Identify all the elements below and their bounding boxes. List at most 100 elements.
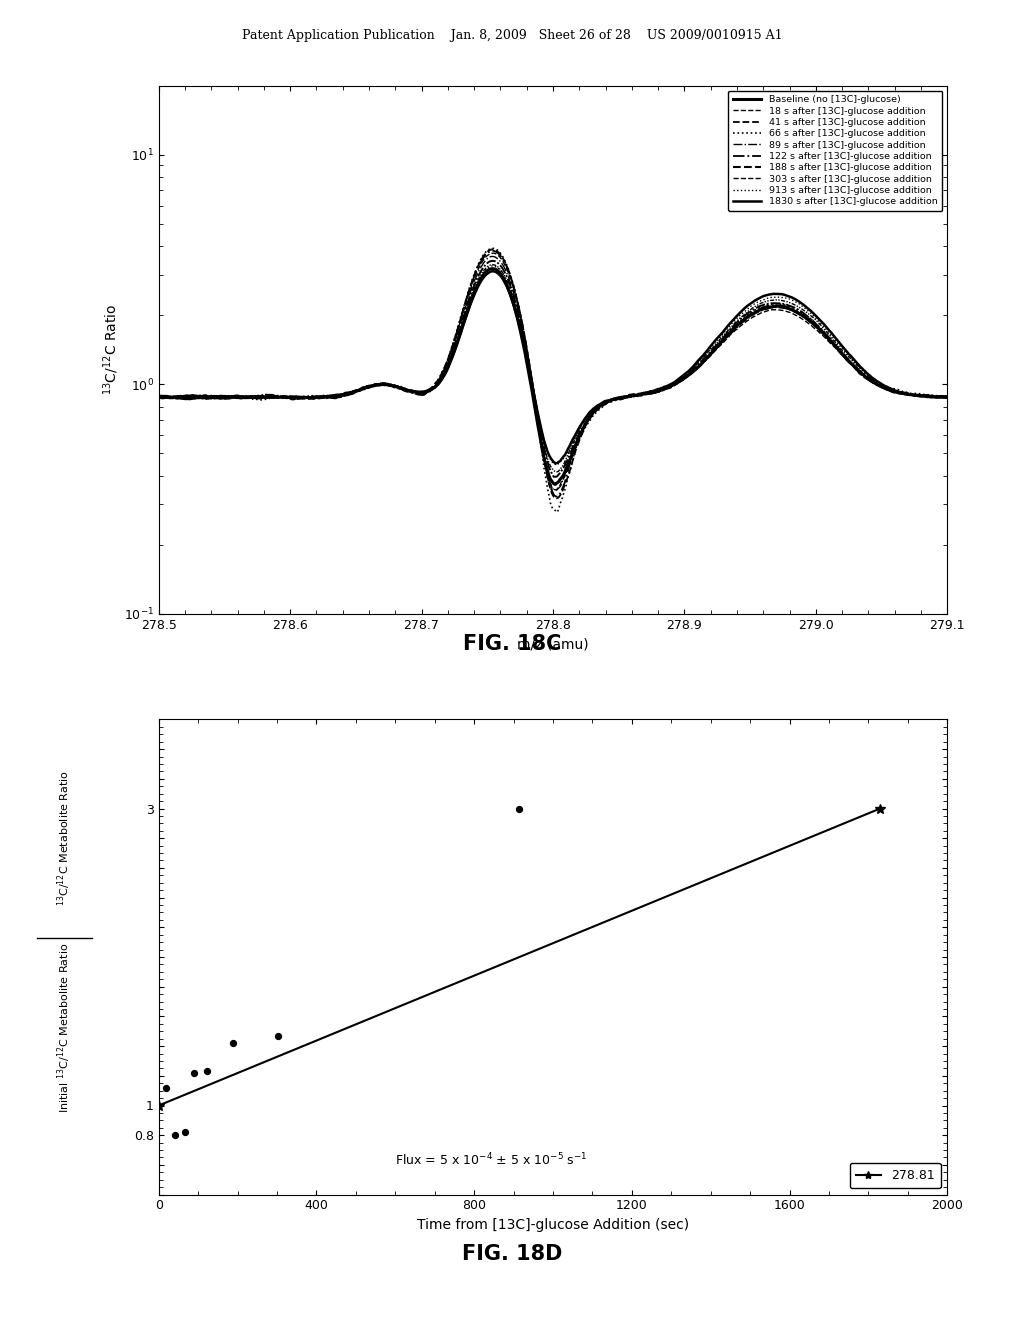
Line: 1830 s after [13C]-glucose addition: 1830 s after [13C]-glucose addition: [159, 272, 947, 463]
122 s after [13C]-glucose addition: [551, 488, 563, 504]
41 s after [13C]-glucose addition: [802, 312, 814, 327]
188 s after [13C]-glucose addition: [486, 253, 499, 269]
Point: [185, 1063, 202, 1084]
X-axis label: Time from [13C]-glucose Addition (sec): Time from [13C]-glucose Addition (sec): [417, 1218, 689, 1232]
Baseline (no [13C]-glucose): [802, 312, 814, 327]
Line: 188 s after [13C]-glucose addition: 188 s after [13C]-glucose addition: [159, 261, 947, 477]
1830 s after [13C]-glucose addition: [534, 413, 546, 429]
Line: 913 s after [13C]-glucose addition: 913 s after [13C]-glucose addition: [159, 265, 947, 465]
66 s after [13C]-glucose addition: [551, 504, 563, 520]
41 s after [13C]-glucose addition: [625, 387, 637, 403]
1830 s after [13C]-glucose addition: [486, 264, 499, 280]
303 s after [13C]-glucose addition: [551, 463, 563, 479]
913 s after [13C]-glucose addition: [534, 413, 546, 429]
188 s after [13C]-glucose addition: [941, 389, 953, 405]
188 s after [13C]-glucose addition: [528, 389, 541, 405]
18 s after [13C]-glucose addition: [625, 387, 637, 403]
1830 s after [13C]-glucose addition: [153, 389, 165, 405]
Legend: 278.81: 278.81: [850, 1163, 941, 1188]
Text: FIG. 18D: FIG. 18D: [462, 1243, 562, 1265]
913 s after [13C]-glucose addition: [926, 388, 938, 404]
Text: Initial $^{13}$C/$^{12}$C Metabolite Ratio: Initial $^{13}$C/$^{12}$C Metabolite Rat…: [55, 942, 73, 1114]
303 s after [13C]-glucose addition: [926, 389, 938, 405]
18 s after [13C]-glucose addition: [926, 389, 938, 405]
66 s after [13C]-glucose addition: [528, 393, 541, 409]
Text: Patent Application Publication    Jan. 8, 2009   Sheet 26 of 28    US 2009/00109: Patent Application Publication Jan. 8, 2…: [242, 29, 782, 42]
89 s after [13C]-glucose addition: [625, 387, 637, 403]
18 s after [13C]-glucose addition: [583, 412, 595, 428]
Baseline (no [13C]-glucose): [625, 388, 637, 404]
Line: 18 s after [13C]-glucose addition: 18 s after [13C]-glucose addition: [159, 253, 947, 490]
1830 s after [13C]-glucose addition: [926, 389, 938, 405]
66 s after [13C]-glucose addition: [625, 389, 637, 405]
Point: [270, 1026, 287, 1047]
Baseline (no [13C]-glucose): [528, 399, 541, 414]
Point: [158, 1077, 174, 1098]
Point: [199, 1061, 215, 1082]
18 s after [13C]-glucose addition: [153, 389, 165, 405]
122 s after [13C]-glucose addition: [528, 389, 541, 405]
18 s after [13C]-glucose addition: [941, 389, 953, 405]
188 s after [13C]-glucose addition: [625, 389, 637, 405]
Baseline (no [13C]-glucose): [583, 411, 595, 426]
122 s after [13C]-glucose addition: [486, 243, 499, 259]
Text: FIG. 18C: FIG. 18C: [463, 634, 561, 655]
1830 s after [13C]-glucose addition: [802, 301, 814, 317]
41 s after [13C]-glucose addition: [153, 389, 165, 405]
913 s after [13C]-glucose addition: [551, 457, 563, 473]
89 s after [13C]-glucose addition: [153, 389, 165, 405]
303 s after [13C]-glucose addition: [153, 389, 165, 405]
122 s after [13C]-glucose addition: [625, 389, 637, 405]
Y-axis label: $^{13}$C/$^{12}$C Ratio: $^{13}$C/$^{12}$C Ratio: [101, 304, 121, 396]
1830 s after [13C]-glucose addition: [941, 389, 953, 405]
Line: 303 s after [13C]-glucose addition: 303 s after [13C]-glucose addition: [159, 264, 947, 471]
188 s after [13C]-glucose addition: [153, 389, 165, 405]
913 s after [13C]-glucose addition: [802, 304, 814, 319]
Line: 89 s after [13C]-glucose addition: 89 s after [13C]-glucose addition: [159, 256, 947, 490]
66 s after [13C]-glucose addition: [583, 414, 595, 430]
66 s after [13C]-glucose addition: [534, 428, 546, 444]
41 s after [13C]-glucose addition: [528, 391, 541, 407]
122 s after [13C]-glucose addition: [802, 310, 814, 326]
89 s after [13C]-glucose addition: [941, 389, 953, 405]
303 s after [13C]-glucose addition: [941, 389, 953, 405]
Line: 122 s after [13C]-glucose addition: 122 s after [13C]-glucose addition: [159, 251, 947, 496]
Point: [167, 1125, 183, 1146]
913 s after [13C]-glucose addition: [153, 389, 165, 405]
41 s after [13C]-glucose addition: [486, 242, 499, 257]
188 s after [13C]-glucose addition: [802, 309, 814, 325]
Text: Flux = 5 x 10$^{-4}$ $\pm$ 5 x 10$^{-5}$ s$^{-1}$: Flux = 5 x 10$^{-4}$ $\pm$ 5 x 10$^{-5}$…: [395, 1151, 588, 1168]
89 s after [13C]-glucose addition: [486, 248, 499, 264]
122 s after [13C]-glucose addition: [941, 391, 953, 407]
1830 s after [13C]-glucose addition: [528, 391, 541, 407]
1830 s after [13C]-glucose addition: [625, 388, 637, 404]
1830 s after [13C]-glucose addition: [549, 455, 561, 471]
66 s after [13C]-glucose addition: [941, 389, 953, 405]
Point: [176, 1122, 193, 1143]
188 s after [13C]-glucose addition: [549, 469, 561, 484]
66 s after [13C]-glucose addition: [486, 240, 499, 256]
18 s after [13C]-glucose addition: [534, 422, 546, 438]
Baseline (no [13C]-glucose): [926, 389, 938, 405]
303 s after [13C]-glucose addition: [625, 389, 637, 405]
1830 s after [13C]-glucose addition: [583, 405, 595, 421]
913 s after [13C]-glucose addition: [941, 389, 953, 405]
188 s after [13C]-glucose addition: [534, 416, 546, 432]
913 s after [13C]-glucose addition: [625, 388, 637, 404]
89 s after [13C]-glucose addition: [802, 313, 814, 329]
122 s after [13C]-glucose addition: [534, 421, 546, 437]
89 s after [13C]-glucose addition: [534, 424, 546, 440]
Baseline (no [13C]-glucose): [549, 477, 561, 492]
41 s after [13C]-glucose addition: [534, 424, 546, 440]
X-axis label: m/z (amu): m/z (amu): [517, 638, 589, 651]
122 s after [13C]-glucose addition: [153, 389, 165, 405]
41 s after [13C]-glucose addition: [926, 389, 938, 405]
89 s after [13C]-glucose addition: [549, 482, 561, 498]
188 s after [13C]-glucose addition: [926, 388, 938, 404]
41 s after [13C]-glucose addition: [551, 491, 563, 507]
122 s after [13C]-glucose addition: [926, 388, 938, 404]
Line: Baseline (no [13C]-glucose): Baseline (no [13C]-glucose): [159, 269, 947, 484]
18 s after [13C]-glucose addition: [802, 315, 814, 331]
303 s after [13C]-glucose addition: [802, 306, 814, 322]
18 s after [13C]-glucose addition: [487, 246, 500, 261]
